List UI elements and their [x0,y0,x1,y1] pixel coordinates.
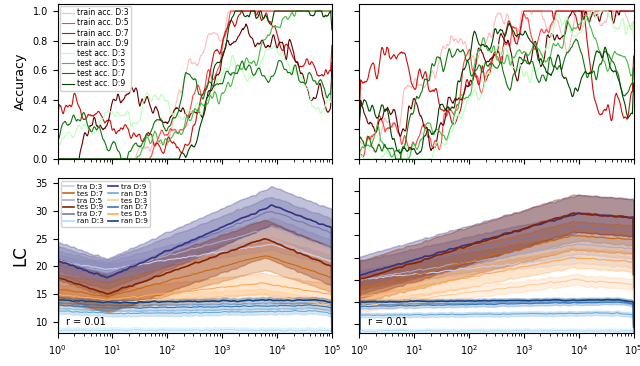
test acc. D:5 [269,24,277,29]
train acc. D:5 [270,9,278,13]
test acc. D:9 [320,15,328,19]
train acc. D:9 [54,157,61,161]
train acc. D:9 [270,33,278,37]
test acc. D:5 [320,9,328,13]
train acc. D:7 [270,24,278,29]
test acc. D:3 [68,134,76,138]
Text: r = 0.01: r = 0.01 [367,317,407,327]
train acc. D:3 [320,9,328,13]
test acc. D:7 [188,75,195,79]
train acc. D:7 [328,43,336,48]
train acc. D:9 [180,107,188,111]
test acc. D:3 [269,44,277,49]
train acc. D:5 [54,157,61,161]
test acc. D:9 [328,27,336,32]
train acc. D:7 [68,104,76,109]
test acc. D:7 [54,140,61,145]
train acc. D:5 [68,157,76,161]
test acc. D:9 [68,157,76,161]
train acc. D:9 [242,22,250,26]
train acc. D:5 [227,9,234,13]
train acc. D:5 [328,9,336,13]
test acc. D:9 [270,11,278,15]
Text: r = 0.01: r = 0.01 [66,317,106,327]
test acc. D:7 [320,86,328,90]
train acc. D:3 [328,9,336,13]
test acc. D:9 [54,157,62,161]
train acc. D:3 [180,79,188,84]
test acc. D:5 [180,127,188,132]
test acc. D:3 [54,143,61,147]
Line: test acc. D:5: test acc. D:5 [58,11,332,159]
test acc. D:7 [328,75,336,79]
Y-axis label: LC: LC [12,245,30,266]
test acc. D:7 [270,73,278,77]
Line: test acc. D:9: test acc. D:9 [58,11,332,159]
train acc. D:7 [320,73,328,77]
test acc. D:7 [321,86,328,90]
train acc. D:5 [320,9,328,13]
test acc. D:9 [180,152,188,156]
train acc. D:7 [54,122,61,127]
test acc. D:3 [320,107,328,111]
train acc. D:9 [320,98,328,102]
Y-axis label: Accuracy: Accuracy [14,53,27,110]
train acc. D:7 [180,146,188,150]
Legend: train acc. D:3, train acc. D:5, train acc. D:7, train acc. D:9, test acc. D:3, t: train acc. D:3, train acc. D:5, train ac… [60,6,131,90]
train acc. D:5 [320,9,328,13]
train acc. D:3 [270,9,278,13]
test acc. D:9 [54,153,61,157]
test acc. D:7 [68,118,76,122]
test acc. D:5 [320,9,328,13]
test acc. D:5 [328,11,336,16]
test acc. D:3 [320,107,328,111]
train acc. D:3 [320,9,328,13]
train acc. D:5 [180,127,188,131]
test acc. D:3 [271,44,278,48]
Line: train acc. D:7: train acc. D:7 [58,11,332,153]
test acc. D:5 [54,157,61,161]
train acc. D:7 [237,9,245,13]
test acc. D:3 [180,116,188,120]
train acc. D:7 [159,151,167,156]
train acc. D:3 [187,59,195,63]
test acc. D:7 [275,58,283,63]
Line: test acc. D:7: test acc. D:7 [58,60,332,159]
train acc. D:3 [68,157,76,161]
train acc. D:9 [187,112,195,116]
Line: train acc. D:9: train acc. D:9 [58,24,332,159]
test acc. D:9 [231,9,239,13]
test acc. D:9 [188,143,195,148]
test acc. D:9 [321,15,328,19]
Line: train acc. D:5: train acc. D:5 [58,11,332,159]
Line: test acc. D:3: test acc. D:3 [58,46,332,145]
test acc. D:5 [68,157,76,161]
test acc. D:5 [292,9,300,13]
test acc. D:3 [187,109,195,114]
train acc. D:3 [54,157,61,161]
train acc. D:7 [321,73,328,77]
train acc. D:5 [187,104,195,108]
test acc. D:7 [117,157,125,161]
Line: train acc. D:3: train acc. D:3 [58,11,332,159]
train acc. D:9 [328,61,336,65]
train acc. D:9 [320,98,328,103]
train acc. D:9 [68,157,76,161]
test acc. D:5 [187,118,195,122]
test acc. D:3 [328,83,336,88]
train acc. D:7 [188,134,195,139]
train acc. D:3 [225,9,233,13]
Legend: tra D:3, tes D:7, tra D:5, tes D:9, tra D:7, ran D:3, tra D:9, ran D:5, tes D:3,: tra D:3, tes D:7, tra D:5, tes D:9, tra … [61,181,150,227]
test acc. D:7 [180,80,188,85]
